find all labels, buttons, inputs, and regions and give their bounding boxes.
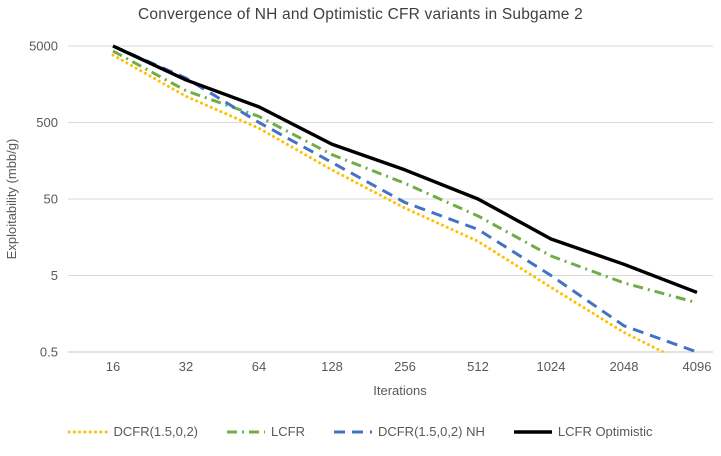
legend-label: DCFR(1.5,0,2)	[113, 424, 199, 439]
x-axis-title: Iterations	[373, 383, 427, 398]
y-axis-title: Exploitability (mbb/g)	[4, 139, 19, 260]
legend-line-swatch	[68, 430, 109, 433]
x-tick-label: 2048	[610, 359, 639, 374]
x-tick-label: 256	[394, 359, 416, 374]
legend-item: LCFR Optimistic	[513, 424, 653, 439]
y-tick-label: 500	[36, 115, 58, 130]
x-tick-label: 4096	[683, 359, 712, 374]
y-tick-label: 50	[44, 192, 58, 207]
series-line	[112, 49, 698, 305]
chart-legend: DCFR(1.5,0,2) LCFR DCFR(1.5,0,2) NH LCFR Op…	[0, 424, 721, 439]
legend-line-swatch	[227, 430, 266, 433]
x-tick-label: 1024	[537, 359, 566, 374]
legend-line-swatch	[333, 430, 372, 433]
y-axis-tick-labels: 5000 500 50 5 0.5	[29, 39, 58, 360]
legend-label: LCFR Optimistic	[557, 424, 653, 439]
x-tick-label: 16	[106, 359, 120, 374]
chart-canvas: 5000 500 50 5 0.5 16 32 64 128 256 512 1024 2048 409…	[4, 39, 713, 398]
series-line	[111, 53, 669, 353]
y-tick-label: 5	[51, 268, 58, 283]
x-tick-label: 64	[252, 359, 266, 374]
legend-label: LCFR	[271, 424, 305, 439]
legend-item: DCFR(1.5,0,2)	[68, 424, 198, 439]
y-tick-label: 0.5	[40, 345, 58, 360]
x-tick-label: 512	[467, 359, 489, 374]
legend-item: LCFR	[226, 424, 305, 439]
series-line	[112, 44, 698, 295]
series-lines	[111, 44, 698, 353]
chart-title: Convergence of NH and Optimistic CFR var…	[138, 6, 583, 23]
x-axis-tick-labels: 16 32 64 128 256 512 1024 2048 4096	[106, 359, 712, 374]
y-tick-label: 5000	[29, 39, 58, 54]
legend-item: DCFR(1.5,0,2) NH	[333, 424, 485, 439]
legend-line-swatch	[513, 429, 552, 434]
series-line	[112, 44, 698, 353]
x-tick-label: 32	[179, 359, 193, 374]
x-tick-label: 128	[321, 359, 343, 374]
legend-label: DCFR(1.5,0,2) NH	[377, 424, 485, 439]
